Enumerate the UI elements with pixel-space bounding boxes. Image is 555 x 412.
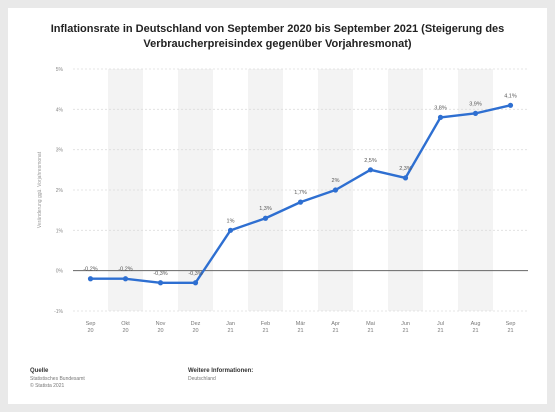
data-label: 2,5% [364,158,377,164]
x-tick-label: Jul [437,321,444,327]
source-line: Statistisches Bundesamt [30,376,85,382]
data-point [367,167,374,173]
x-tick-label: 20 [87,328,93,334]
x-tick-label: 21 [402,328,408,334]
line-chart: -1% 0% 1% 2% 3% 4% 5% Veränderung ggü. Vorjahre… [37,67,528,334]
info-heading: Weitere Informationen: [188,368,254,374]
x-tick-label: Aug [471,321,481,327]
info-line: Deutschland [188,376,216,382]
data-label: 2,3% [399,166,412,172]
x-tick-label: 21 [472,328,478,334]
data-point [122,276,129,282]
x-tick-label: 21 [367,328,373,334]
chart-title: Inflationsrate in Deutschland von Septem… [50,23,505,50]
y-tick-label: 2% [56,188,64,194]
x-tick-label: 20 [157,328,163,334]
data-label: -0,3% [188,271,202,277]
info-text: Deutschland [188,376,216,383]
data-point [507,102,514,108]
data-label: -0,2% [83,267,97,273]
x-tick-label: Jun [401,321,410,327]
x-tick-label: 21 [437,328,443,334]
x-tick-label: 20 [192,328,198,334]
x-tick-label: Okt [121,321,130,327]
y-tick-label: -1% [54,309,63,315]
x-tick-label: 20 [122,328,128,334]
y-tick-label: 3% [56,148,64,154]
x-tick-label: 21 [227,328,233,334]
x-tick-label: Sep [86,321,96,327]
data-label: 1,7% [294,190,307,196]
source-heading: Quelle [30,368,49,374]
data-label: 4,1% [504,93,517,99]
chart-card: Inflationsrate in Deutschland von Septem… [8,8,547,404]
x-tick-label: Mai [366,321,375,327]
x-tick-label: Dez [191,321,201,327]
x-tick-label: 21 [297,328,303,334]
y-axis-label: Veränderung ggü. Vorjahresmonat [37,151,43,228]
x-tick-label: Nov [156,321,166,327]
y-tick-label: 5% [56,67,64,73]
x-tick-label: Feb [261,321,270,327]
data-point [262,215,269,221]
data-point [227,227,234,233]
x-tick-label: Mär [296,321,306,327]
x-tick-label: 21 [332,328,338,334]
x-tick-label: Jan [226,321,235,327]
x-tick-label: 21 [262,328,268,334]
data-point [472,110,479,116]
data-label: 1% [227,218,235,224]
y-tick-label: 1% [56,228,64,234]
y-tick-label: 0% [56,269,64,275]
data-label: 3,8% [434,105,447,111]
data-point [192,280,199,286]
source-text: Statistisches Bundesamt © Statista 2021 [30,376,85,390]
y-tick-label: 4% [56,107,64,113]
data-point [332,187,339,193]
data-point [402,175,409,181]
data-point [87,276,94,282]
x-tick-label: Sep [506,321,516,327]
data-point [157,280,164,286]
data-label: -0,3% [153,271,167,277]
x-tick-label: Apr [331,321,340,327]
data-label: 1,3% [259,206,272,212]
x-tick-label: 21 [507,328,513,334]
data-point [437,114,444,120]
data-point [297,199,304,205]
data-label: 3,9% [469,101,482,107]
source-line: © Statista 2021 [30,383,65,389]
data-label: -0,2% [118,267,132,273]
data-label: 2% [332,178,340,184]
